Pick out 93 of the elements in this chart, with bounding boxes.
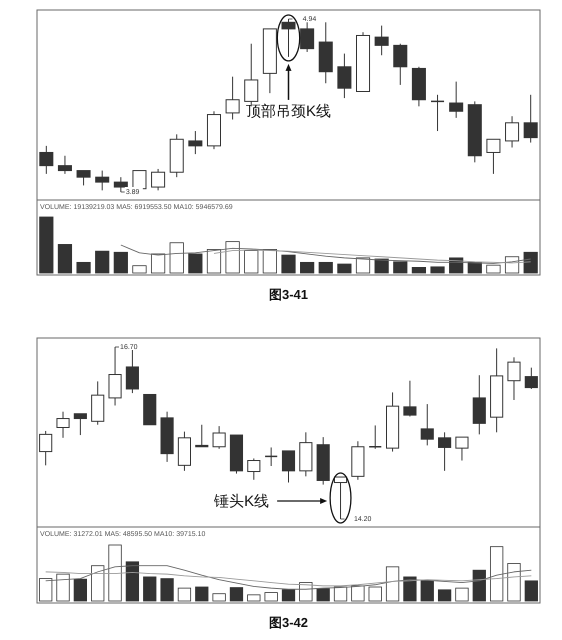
candlestick <box>430 94 445 132</box>
bar <box>393 261 408 274</box>
bar <box>132 265 147 274</box>
bar <box>386 566 400 602</box>
candlestick <box>39 430 52 466</box>
candlestick <box>368 424 382 450</box>
candlestick <box>126 349 139 394</box>
bar <box>108 544 122 602</box>
bar <box>524 580 538 602</box>
bar <box>455 588 469 602</box>
bar <box>143 576 156 602</box>
bar <box>468 262 482 274</box>
bar <box>230 587 244 602</box>
bar <box>244 250 258 274</box>
candlestick <box>212 426 226 450</box>
candlestick <box>226 76 240 120</box>
candlestick <box>195 424 208 448</box>
bar <box>374 258 389 274</box>
bar <box>420 580 434 602</box>
bar <box>39 578 52 602</box>
bar <box>212 593 226 602</box>
candlestick <box>393 43 408 86</box>
candlestick <box>334 476 348 520</box>
bar <box>160 578 174 602</box>
candlestick <box>247 458 260 480</box>
bar <box>58 244 72 274</box>
bar <box>351 585 365 602</box>
bar <box>74 578 88 602</box>
candlestick <box>524 367 538 390</box>
annotation: 顶部吊颈K线 <box>246 102 332 120</box>
bar <box>524 252 538 274</box>
bar <box>337 264 352 274</box>
candlestick <box>507 356 521 400</box>
candlestick <box>281 18 296 58</box>
bar <box>281 254 296 274</box>
bar <box>334 586 348 602</box>
bar <box>262 249 277 274</box>
candlestick <box>76 170 91 186</box>
candlestick <box>524 94 538 144</box>
candlestick <box>455 436 469 462</box>
bar <box>430 266 445 274</box>
bar <box>403 576 417 602</box>
candlestick <box>39 145 54 174</box>
candlestick <box>56 411 70 438</box>
caption: 图3-41 <box>268 287 308 302</box>
candlestick <box>438 432 452 472</box>
bar <box>114 252 128 274</box>
bar <box>412 267 426 274</box>
bar <box>188 254 202 274</box>
bar <box>126 561 140 602</box>
bar <box>368 586 382 602</box>
bar <box>95 250 110 274</box>
bar <box>438 589 452 602</box>
bar <box>247 594 260 602</box>
candlestick <box>264 446 278 467</box>
caption: 图3-42 <box>268 615 308 630</box>
bar <box>472 570 486 602</box>
candlestick <box>300 22 314 52</box>
candlestick <box>486 138 500 174</box>
candlestick <box>282 450 296 484</box>
bar <box>39 216 54 274</box>
candlestick <box>151 168 166 191</box>
bar <box>507 563 521 602</box>
bar <box>76 262 91 274</box>
bar <box>195 586 208 602</box>
bar <box>226 241 240 274</box>
bar <box>318 262 333 274</box>
bar <box>170 242 184 274</box>
bar <box>178 588 192 602</box>
bar <box>56 574 70 602</box>
bar <box>300 262 314 274</box>
bar <box>316 588 330 602</box>
candlestick <box>95 170 110 191</box>
bar <box>299 582 312 602</box>
candlestick <box>505 116 520 148</box>
bar <box>356 257 370 274</box>
bar <box>486 264 501 274</box>
bar <box>490 546 504 602</box>
bar <box>264 592 278 602</box>
bar <box>150 254 166 274</box>
candlestick <box>74 413 87 436</box>
candlestick <box>374 25 389 56</box>
candlestick <box>403 380 416 417</box>
candlestick <box>188 130 202 155</box>
candlestick <box>58 155 72 174</box>
bar <box>282 589 296 602</box>
candlestick <box>114 176 128 192</box>
candlestick <box>449 81 464 118</box>
bar <box>206 249 222 274</box>
candlestick <box>420 404 434 446</box>
candlestick <box>337 53 352 99</box>
annotation: 锤头K线 <box>213 493 270 510</box>
bar <box>91 565 104 602</box>
